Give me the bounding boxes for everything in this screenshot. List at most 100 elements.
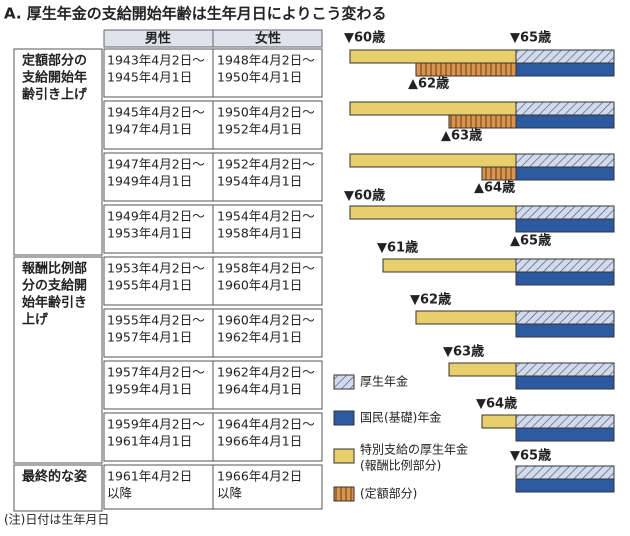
date-cell: 1952年4月2日〜: [217, 157, 315, 172]
bar-kokumin: [515, 62, 615, 77]
bar-special: [349, 101, 517, 116]
date-cell: 1954年4月1日: [217, 174, 302, 189]
date-cell: 1947年4月2日〜: [107, 157, 205, 172]
group-label: 上げ: [22, 312, 49, 328]
date-cell: 1960年4月2日〜: [217, 313, 315, 328]
date-cell: 1947年4月1日: [107, 122, 192, 137]
date-cell: 1952年4月1日: [217, 122, 302, 137]
legend-swatch: [333, 486, 355, 502]
bar-special: [382, 258, 517, 273]
age-marker: ▼63歳: [443, 344, 484, 360]
bar-kokumin: [515, 478, 615, 493]
legend-label: 厚生年金: [360, 374, 408, 389]
bar-special: [349, 49, 517, 64]
note: (注)日付は生年月日: [4, 512, 109, 527]
date-cell: 1955年4月1日: [107, 278, 192, 293]
age-marker: ▼61歳: [377, 240, 418, 256]
column-header: 男性: [145, 31, 171, 47]
date-cell: 1949年4月1日: [107, 174, 192, 189]
bar-kosei: [515, 49, 615, 64]
date-cell: 1964年4月2日〜: [217, 417, 315, 432]
date-cell: 1962年4月2日〜: [217, 365, 315, 380]
bar-kosei: [515, 258, 615, 273]
date-cell: 1948年4月2日〜: [217, 53, 315, 68]
date-cell: 以降: [107, 486, 133, 501]
bar-kosei: [515, 205, 615, 220]
age-marker: ▲62歳: [408, 76, 449, 92]
legend-swatch: [333, 448, 355, 464]
age-marker: ▼65歳: [510, 448, 551, 464]
age-marker: ▲63歳: [441, 128, 482, 144]
legend-label: (定額部分): [360, 486, 417, 501]
bar-kosei: [515, 414, 615, 429]
bar-teigaku: [415, 62, 517, 77]
bar-kokumin: [515, 375, 615, 390]
group-label: 齢引き上げ: [22, 87, 88, 103]
date-cell: 1954年4月2日〜: [217, 209, 315, 224]
group-label: 定額部分の: [21, 53, 87, 69]
bar-teigaku: [448, 114, 517, 129]
title: A. 厚生年金の支給開始年齢は生年月日によりこう変わる: [4, 5, 387, 23]
age-marker: ▼60歳: [344, 30, 385, 46]
legend-label: 国民(基礎)年金: [360, 410, 441, 425]
legend-swatch: [333, 374, 355, 390]
group-box: [13, 48, 103, 256]
date-cell: 1958年4月2日〜: [217, 261, 315, 276]
date-cell: 1959年4月1日: [107, 382, 192, 397]
date-cell: 1966年4月1日: [217, 434, 302, 449]
date-cell: 1959年4月2日〜: [107, 417, 205, 432]
bar-kokumin: [515, 271, 615, 286]
group-box: [13, 464, 103, 512]
bar-kokumin: [515, 218, 615, 233]
bar-teigaku: [481, 166, 517, 181]
group-label: 最終的な姿: [22, 469, 87, 485]
date-cell: 1961年4月1日: [107, 434, 192, 449]
age-marker: ▼60歳: [344, 188, 385, 204]
date-cell: 1955年4月2日〜: [107, 313, 205, 328]
age-marker: ▼62歳: [410, 292, 451, 308]
bar-special: [481, 414, 517, 429]
date-cell: 1957年4月1日: [107, 330, 192, 345]
bar-special: [448, 362, 517, 377]
column-header: 女性: [255, 31, 281, 47]
legend-label: (報酬比例部分): [360, 458, 441, 473]
bar-special: [415, 310, 517, 325]
age-marker: ▼64歳: [476, 396, 517, 412]
legend-swatch: [333, 410, 355, 426]
bar-special: [349, 205, 517, 220]
legend-label: 特別支給の厚生年金: [360, 442, 468, 457]
date-cell: 1950年4月2日〜: [217, 105, 315, 120]
bar-kokumin: [515, 114, 615, 129]
bar-kokumin: [515, 323, 615, 338]
date-cell: 以降: [217, 486, 243, 501]
date-cell: 1962年4月1日: [217, 330, 302, 345]
date-cell: 1950年4月1日: [217, 70, 302, 85]
group-label: 分の支給開: [22, 278, 87, 294]
bar-kosei: [515, 101, 615, 116]
group-label: 始年齢引き: [22, 295, 87, 311]
date-cell: 1958年4月1日: [217, 226, 302, 241]
date-cell: 1961年4月2日: [107, 469, 192, 484]
date-cell: 1945年4月1日: [107, 70, 192, 85]
bar-kosei: [515, 465, 615, 480]
date-cell: 1943年4月2日〜: [107, 53, 205, 68]
date-cell: 1953年4月1日: [107, 226, 192, 241]
date-cell: 1953年4月2日〜: [107, 261, 205, 276]
group-label: 報酬比例部: [22, 261, 87, 277]
bar-kokumin: [515, 427, 615, 442]
date-cell: 1945年4月2日〜: [107, 105, 205, 120]
bar-kokumin: [515, 166, 615, 181]
bar-kosei: [515, 362, 615, 377]
date-cell: 1964年4月1日: [217, 382, 302, 397]
age-marker: ▼65歳: [510, 30, 551, 46]
bar-special: [349, 153, 517, 168]
age-marker: ▲65歳: [510, 233, 551, 249]
bar-kosei: [515, 153, 615, 168]
date-cell: 1966年4月2日: [217, 469, 302, 484]
date-cell: 1960年4月1日: [217, 278, 302, 293]
group-label: 支給開始年: [21, 70, 87, 86]
date-cell: 1957年4月2日〜: [107, 365, 205, 380]
age-marker: ▲64歳: [474, 180, 515, 196]
